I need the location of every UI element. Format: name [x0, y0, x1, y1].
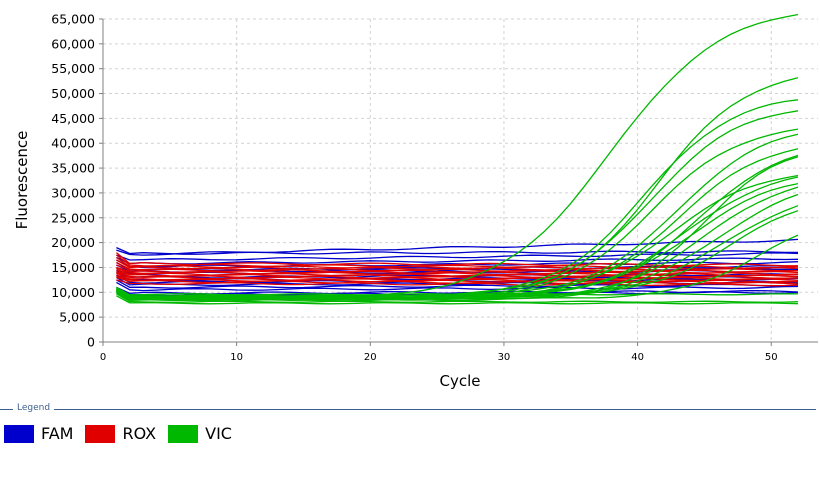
series-line-rox [116, 271, 799, 281]
series-line-fam [116, 252, 799, 261]
y-tick-label: 65,000 [51, 12, 95, 27]
series-line-vic [116, 205, 799, 299]
y-tick-label: 10,000 [51, 285, 95, 300]
y-tick-label: 60,000 [51, 36, 95, 51]
y-tick-label: 25,000 [51, 210, 95, 225]
x-tick-label: 20 [364, 352, 377, 363]
legend-border-left [0, 409, 6, 410]
series-line-vic [116, 293, 799, 303]
series-line-fam [116, 256, 799, 265]
x-tick-label: 50 [765, 352, 778, 363]
legend-border [6, 409, 816, 410]
y-tick-label: 50,000 [51, 86, 95, 101]
legend-swatch-fam [4, 424, 34, 443]
series-line-vic [116, 286, 799, 296]
y-axis-ticks: 0 5,000 10,000 15,000 20,000 25,000 30,000 35,0… [51, 12, 103, 350]
legend: Legend FAM ROX VIC [0, 400, 820, 489]
axes [102, 19, 818, 343]
y-tick-label: 20,000 [51, 235, 95, 250]
y-tick-label: 15,000 [51, 260, 95, 275]
series-line-vic [116, 234, 799, 300]
x-axis-ticks: 0 10 20 30 40 50 [100, 342, 778, 363]
legend-swatch-vic [168, 424, 199, 443]
x-tick-label: 0 [100, 352, 106, 363]
series-line-fam [116, 279, 799, 289]
series-line-rox [116, 267, 799, 277]
x-tick-label: 10 [230, 352, 243, 363]
series-line-fam [116, 247, 798, 255]
y-tick-label: 5,000 [59, 310, 95, 325]
y-tick-label: 45,000 [51, 111, 95, 126]
legend-item-rox[interactable]: ROX [85, 424, 156, 443]
y-tick-label: 40,000 [51, 136, 95, 151]
y-tick-label: 30,000 [51, 185, 95, 200]
series-line-rox [116, 275, 798, 284]
y-tick-label: 35,000 [51, 161, 95, 176]
series-line-rox [116, 254, 799, 269]
y-tick-label: 0 [87, 335, 95, 350]
legend-swatch-rox [85, 424, 116, 443]
y-axis-title: Fluorescence [13, 131, 31, 230]
series-line-rox [116, 279, 799, 287]
legend-label-vic: VIC [205, 424, 232, 443]
legend-item-vic[interactable]: VIC [168, 424, 232, 443]
x-tick-label: 40 [631, 352, 644, 363]
amplification-chart: 0 5,000 10,000 15,000 20,000 25,000 30,000 35,0… [13, 12, 818, 390]
x-axis-title: Cycle [440, 372, 481, 390]
legend-item-fam[interactable]: FAM [4, 424, 73, 443]
series-line-rox [116, 261, 799, 273]
x-tick-label: 30 [498, 352, 511, 363]
series-line-vic [116, 295, 799, 305]
y-tick-label: 55,000 [51, 61, 95, 76]
curves [115, 13, 799, 305]
series-line-fam [116, 289, 799, 297]
legend-label-rox: ROX [122, 424, 157, 443]
legend-items: FAM ROX VIC [4, 424, 244, 443]
legend-title: Legend [13, 403, 55, 413]
legend-label-fam: FAM [41, 424, 74, 443]
